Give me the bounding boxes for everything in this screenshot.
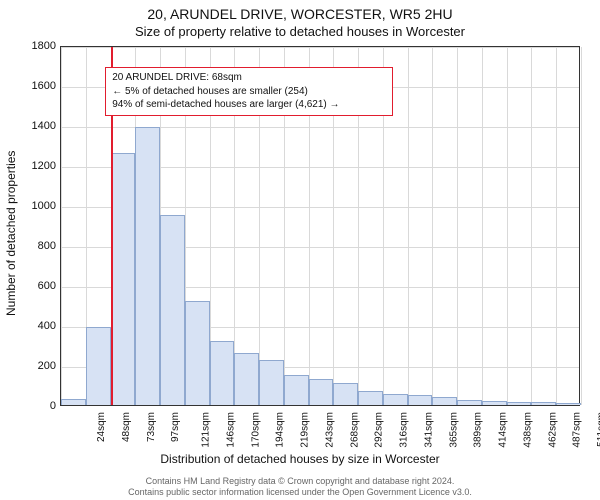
xtick-label: 97sqm — [170, 412, 181, 442]
xtick-label: 48sqm — [121, 412, 132, 442]
gridline-v — [556, 47, 557, 405]
annotation-line: ← 5% of detached houses are smaller (254… — [112, 85, 386, 99]
histogram-bar — [482, 401, 507, 405]
annotation-box: 20 ARUNDEL DRIVE: 68sqm← 5% of detached … — [105, 67, 393, 116]
xtick-label: 511sqm — [596, 412, 600, 447]
histogram-bar — [259, 360, 284, 405]
ytick-label: 1800 — [26, 40, 56, 52]
gridline-v — [457, 47, 458, 405]
histogram-bar — [556, 403, 581, 405]
histogram-bar — [234, 353, 259, 405]
xtick-label: 414sqm — [498, 412, 509, 448]
footer-line-2: Contains public sector information licen… — [0, 487, 600, 498]
histogram-bar — [61, 399, 86, 405]
xtick-label: 146sqm — [225, 412, 236, 448]
xtick-label: 73sqm — [146, 412, 157, 442]
ytick-label: 1200 — [26, 160, 56, 172]
histogram-bar — [383, 394, 408, 405]
xtick-label: 292sqm — [374, 412, 385, 448]
histogram-bar — [531, 402, 556, 405]
gridline-v — [61, 47, 62, 405]
xtick-label: 365sqm — [448, 412, 459, 448]
y-axis-label: Number of detached properties — [4, 151, 18, 316]
ytick-label: 600 — [26, 280, 56, 292]
ytick-label: 0 — [26, 400, 56, 412]
ytick-label: 1600 — [26, 80, 56, 92]
annotation-line: 94% of semi-detached houses are larger (… — [112, 98, 386, 112]
histogram-bar — [111, 153, 136, 405]
histogram-bar — [408, 395, 433, 405]
histogram-bar — [210, 341, 235, 405]
xtick-label: 487sqm — [572, 412, 583, 448]
page-subtitle: Size of property relative to detached ho… — [0, 24, 600, 39]
annotation-line: 20 ARUNDEL DRIVE: 68sqm — [112, 71, 386, 85]
gridline-v — [581, 47, 582, 405]
histogram-bar — [432, 397, 457, 405]
xtick-label: 462sqm — [547, 412, 558, 448]
xtick-label: 121sqm — [201, 412, 212, 448]
ytick-label: 200 — [26, 360, 56, 372]
gridline-v — [482, 47, 483, 405]
xtick-label: 341sqm — [423, 412, 434, 448]
xtick-label: 316sqm — [399, 412, 410, 448]
ytick-label: 1400 — [26, 120, 56, 132]
histogram-bar — [507, 402, 532, 405]
ytick-label: 800 — [26, 240, 56, 252]
gridline-v — [408, 47, 409, 405]
histogram-bar — [86, 327, 111, 405]
footer-line-1: Contains HM Land Registry data © Crown c… — [0, 476, 600, 487]
ytick-label: 400 — [26, 320, 56, 332]
histogram-bar — [358, 391, 383, 405]
histogram-bar — [284, 375, 309, 405]
ytick-label: 1000 — [26, 200, 56, 212]
histogram-bar — [457, 400, 482, 405]
xtick-label: 24sqm — [96, 412, 107, 442]
histogram-bar — [333, 383, 358, 405]
gridline-v — [531, 47, 532, 405]
gridline-h — [61, 47, 579, 48]
histogram-bar — [185, 301, 210, 405]
xtick-label: 194sqm — [275, 412, 286, 448]
histogram-bar — [135, 127, 160, 405]
gridline-v — [432, 47, 433, 405]
xtick-label: 219sqm — [300, 412, 311, 448]
histogram-plot: 20 ARUNDEL DRIVE: 68sqm← 5% of detached … — [60, 46, 580, 406]
x-axis-label: Distribution of detached houses by size … — [0, 452, 600, 466]
page-title: 20, ARUNDEL DRIVE, WORCESTER, WR5 2HU — [0, 6, 600, 22]
footer: Contains HM Land Registry data © Crown c… — [0, 476, 600, 499]
xtick-label: 268sqm — [349, 412, 360, 448]
xtick-label: 170sqm — [250, 412, 261, 448]
histogram-bar — [309, 379, 334, 405]
xtick-label: 243sqm — [324, 412, 335, 448]
histogram-bar — [160, 215, 185, 405]
gridline-v — [507, 47, 508, 405]
xtick-label: 438sqm — [523, 412, 534, 448]
xtick-label: 389sqm — [473, 412, 484, 448]
